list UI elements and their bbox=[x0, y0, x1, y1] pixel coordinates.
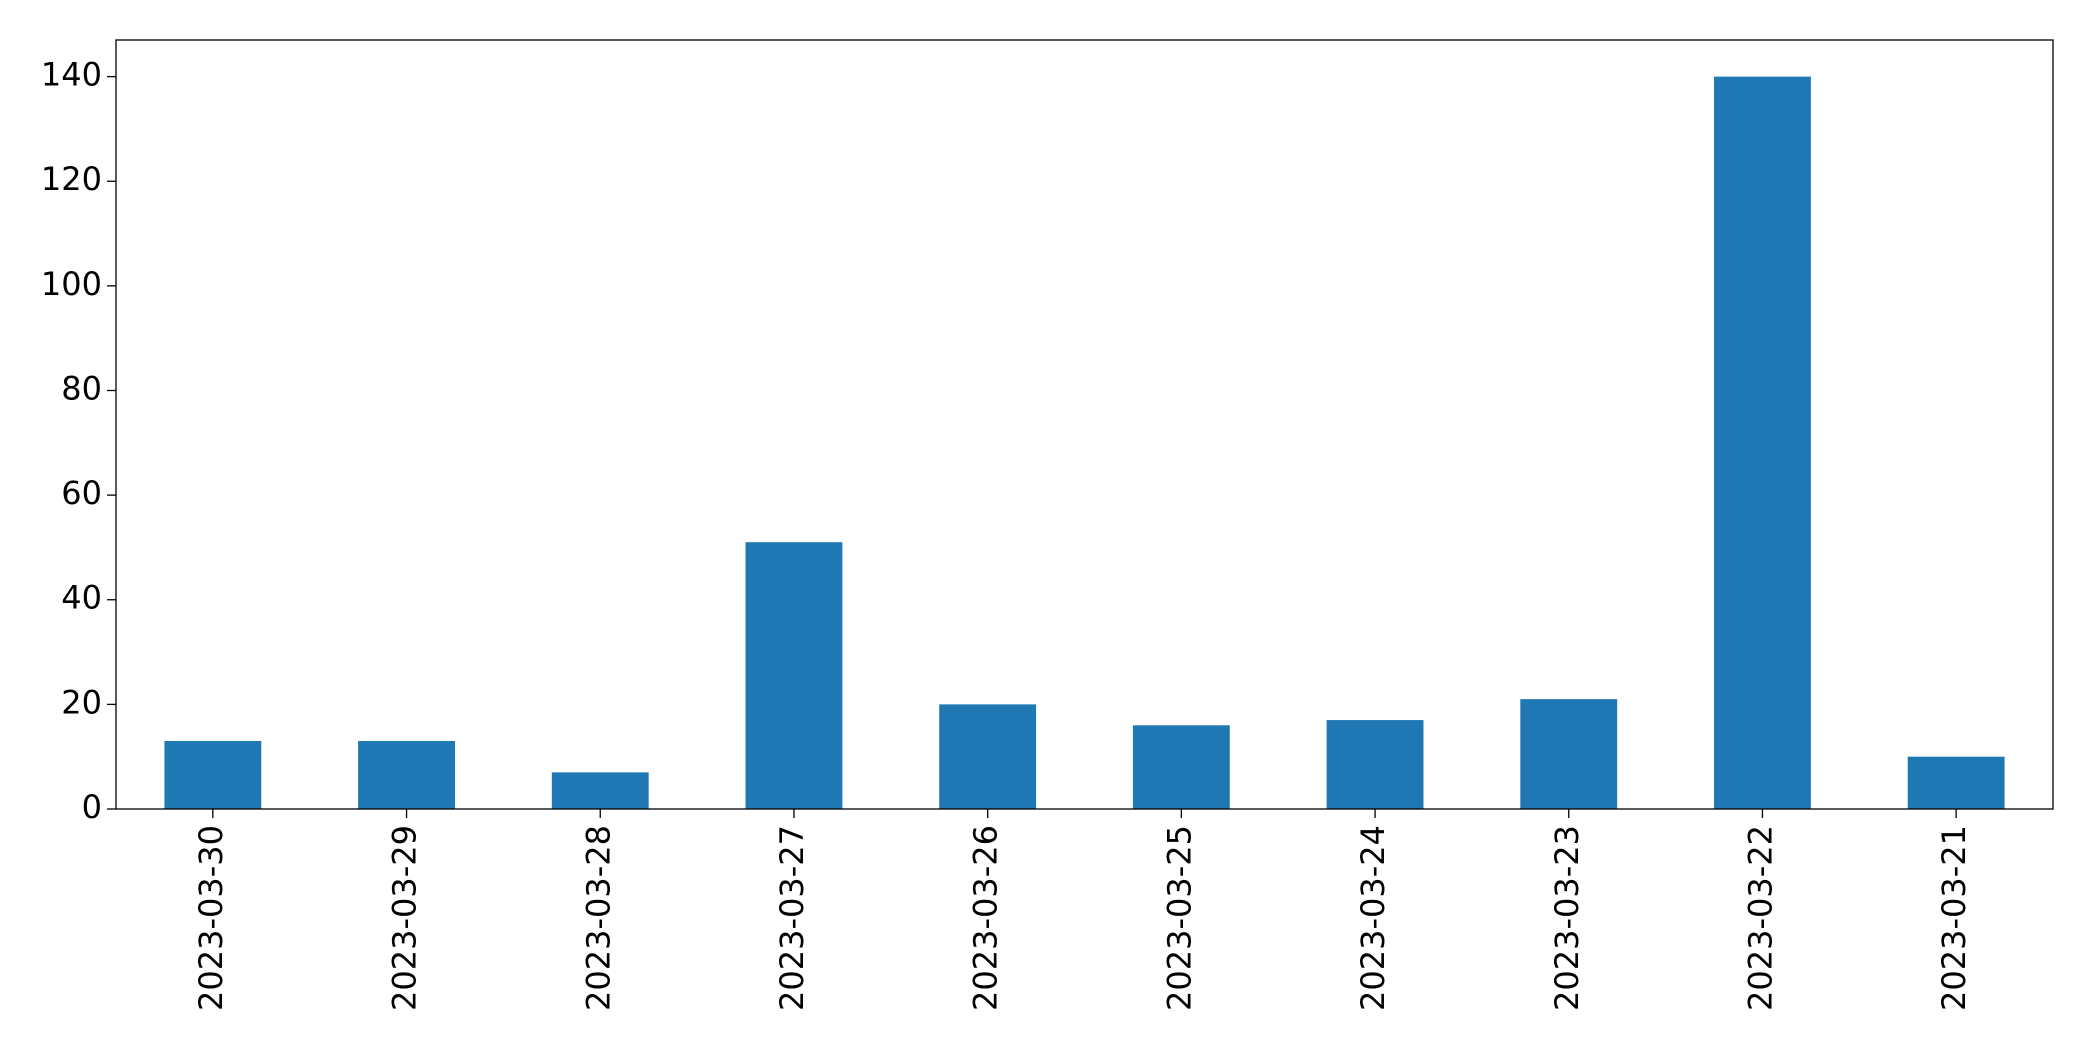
x-tick-label: 2023-03-28 bbox=[579, 825, 617, 1011]
bar bbox=[1520, 699, 1618, 809]
bar bbox=[1326, 720, 1424, 809]
x-tick-label: 2023-03-29 bbox=[386, 825, 424, 1011]
x-tick-label: 2023-03-23 bbox=[1548, 825, 1586, 1011]
bar bbox=[551, 772, 649, 809]
y-tick-label: 120 bbox=[41, 160, 102, 198]
plot-frame bbox=[115, 39, 2054, 810]
x-tick-label: 2023-03-25 bbox=[1160, 825, 1198, 1011]
bar bbox=[164, 740, 262, 809]
x-tick-label: 2023-03-22 bbox=[1741, 825, 1779, 1011]
y-tick-label: 0 bbox=[82, 788, 102, 826]
bar bbox=[1714, 76, 1811, 810]
y-tick-label: 40 bbox=[61, 579, 102, 617]
x-tick-label: 2023-03-27 bbox=[773, 825, 811, 1011]
y-tick-label: 140 bbox=[41, 56, 102, 94]
y-tick-label: 60 bbox=[61, 474, 102, 512]
bar bbox=[1132, 725, 1230, 809]
bar bbox=[745, 542, 843, 809]
x-tick-label: 2023-03-24 bbox=[1354, 825, 1392, 1011]
bar bbox=[358, 740, 455, 809]
x-tick-label: 2023-03-21 bbox=[1935, 825, 1973, 1011]
bar bbox=[1907, 756, 2005, 809]
y-tick-label: 80 bbox=[61, 369, 102, 407]
x-tick-label: 2023-03-30 bbox=[192, 825, 230, 1011]
x-tick-label: 2023-03-26 bbox=[967, 825, 1005, 1011]
y-tick-label: 20 bbox=[61, 683, 102, 721]
y-tick-label: 100 bbox=[41, 265, 102, 303]
bar bbox=[939, 704, 1037, 809]
